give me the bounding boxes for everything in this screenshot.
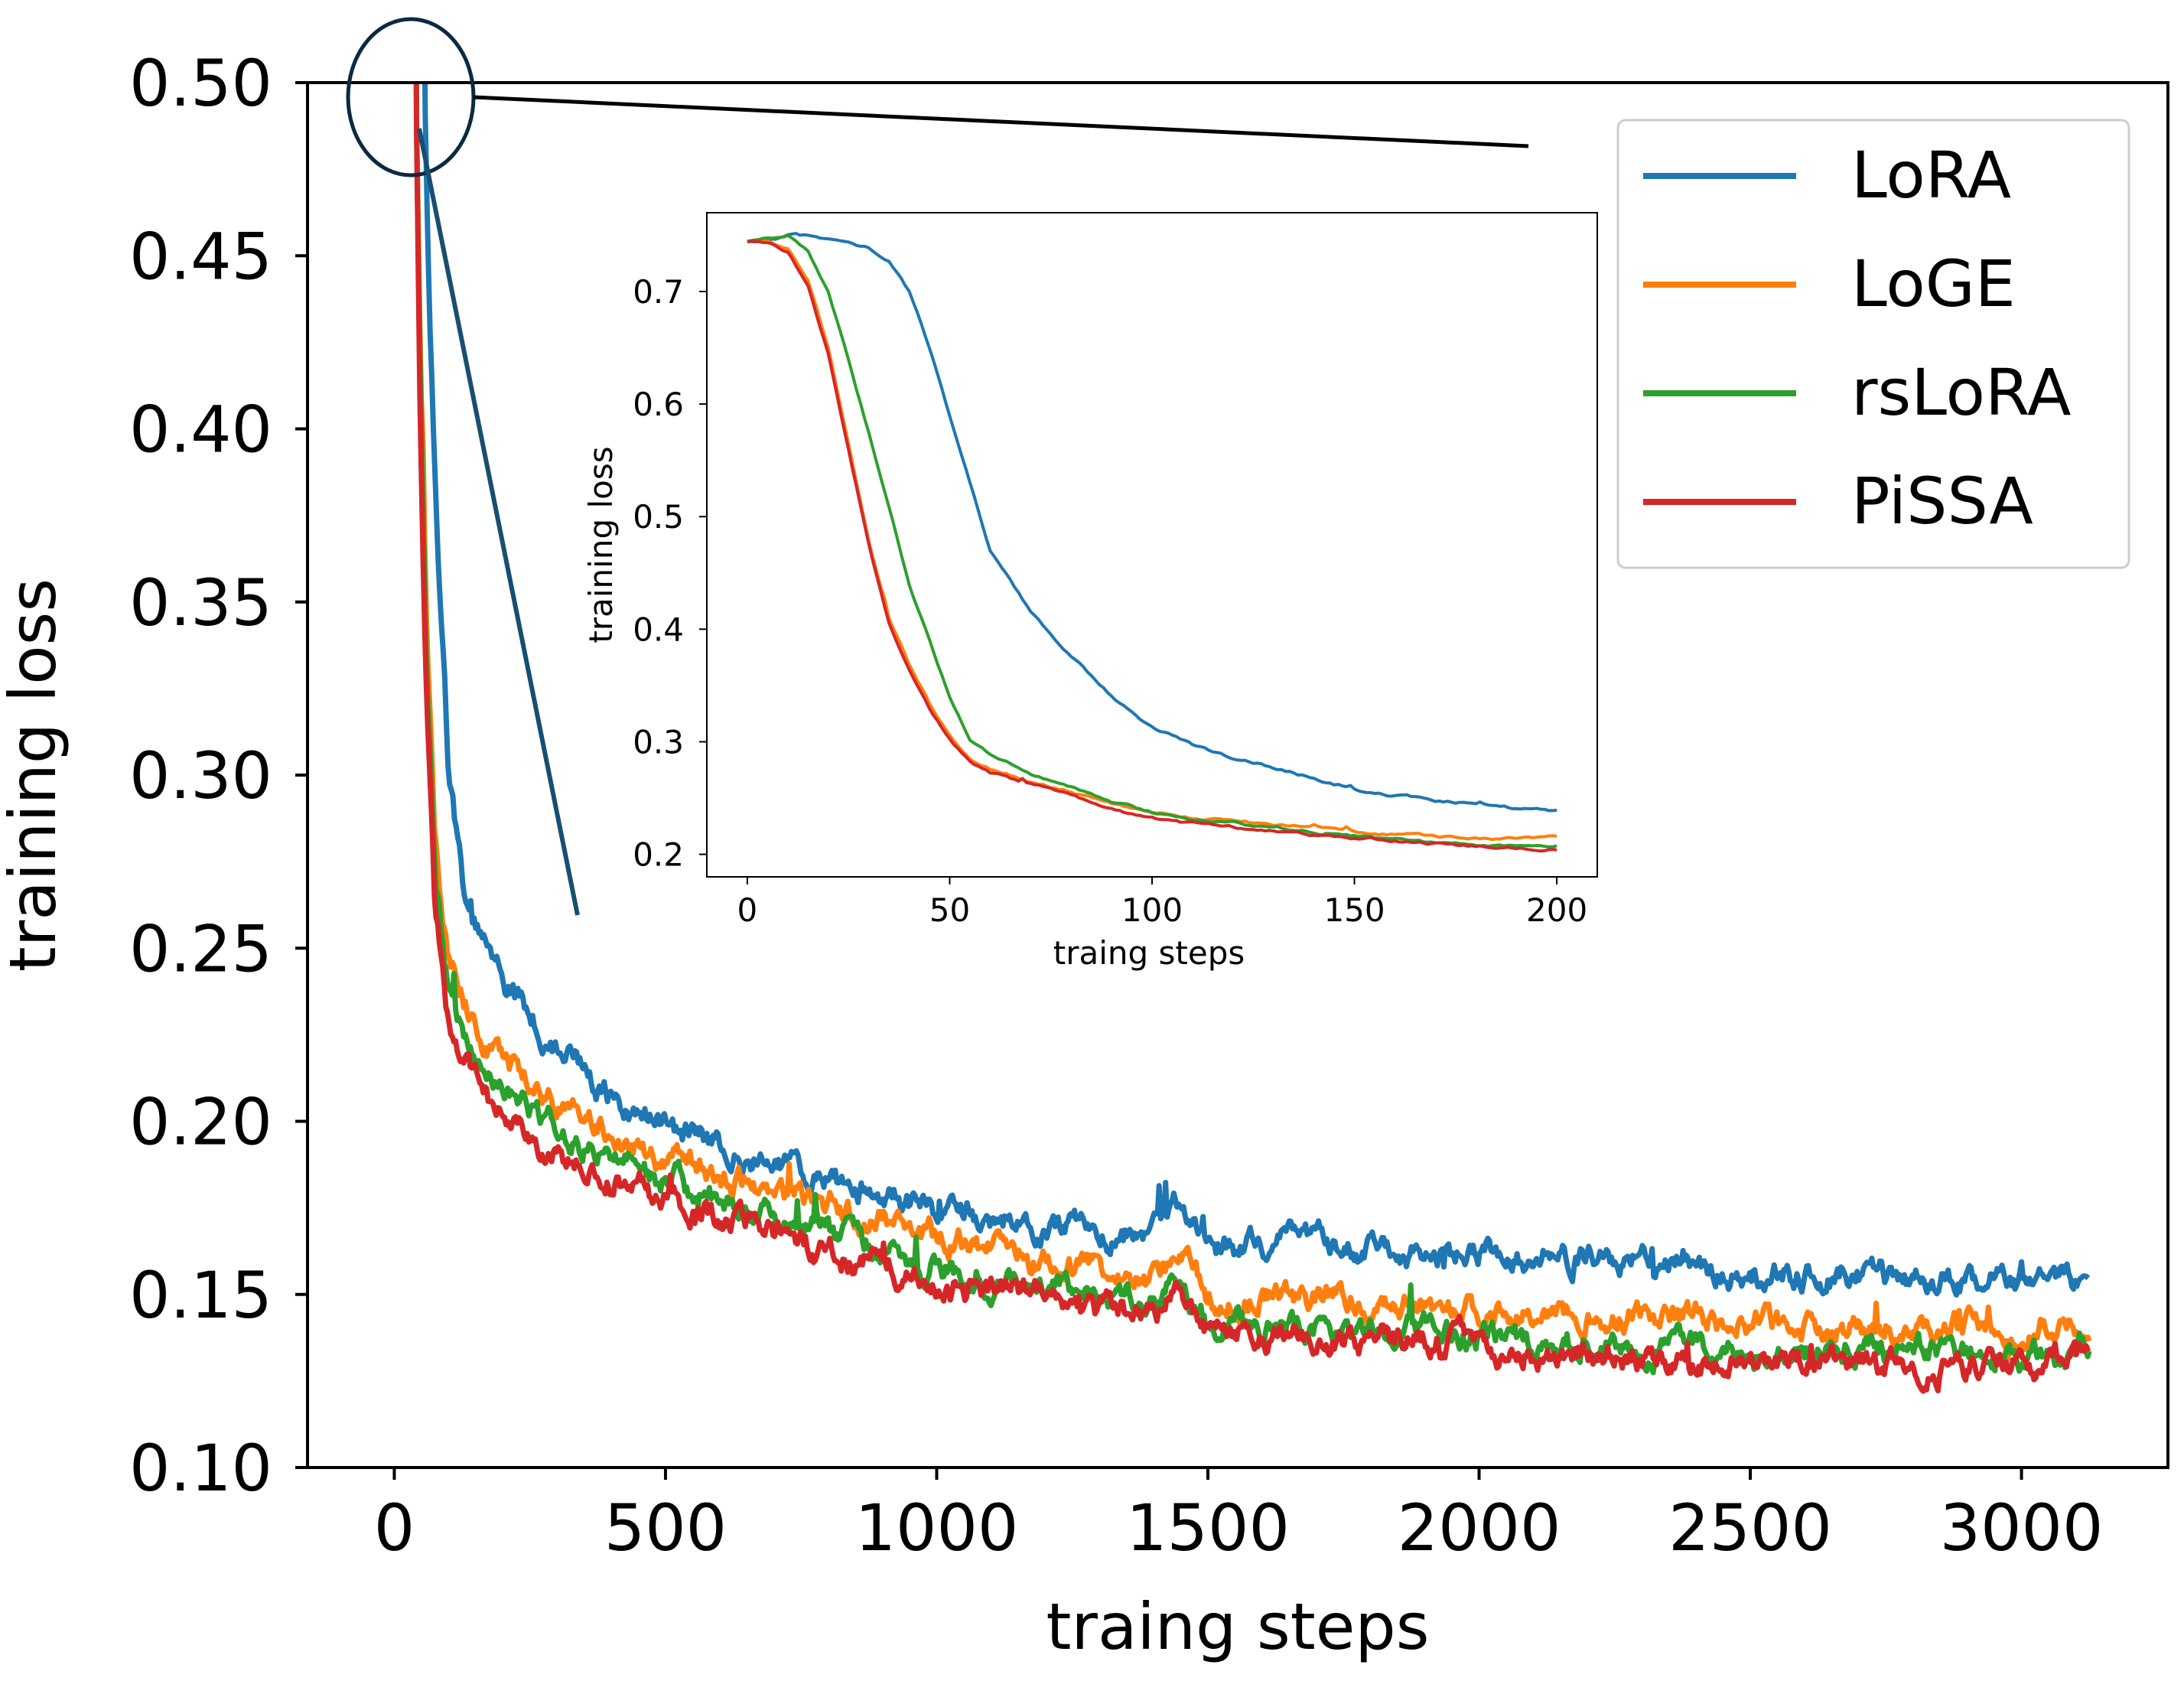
main-x-axis-label: traing steps (1046, 1589, 1429, 1664)
main-x-tick-label-500: 500 (604, 1490, 727, 1565)
main-x-tick-label-1000: 1000 (855, 1490, 1019, 1565)
inset-y-tick-label-0.3: 0.3 (633, 723, 684, 761)
inset-y-axis: 0.2 0.3 0.4 0.5 0.6 0.7 (633, 273, 707, 874)
main-series-pissa (413, 83, 2091, 1394)
zoom-pointer-line (417, 128, 580, 916)
main-y-tick-label-0.40: 0.40 (129, 393, 272, 467)
main-series-lines (413, 83, 2092, 1394)
inset-x-axis-label: traing steps (1053, 934, 1245, 972)
inset-y-tick-label-0.4: 0.4 (633, 611, 684, 648)
inset-y-tick-label-0.2: 0.2 (633, 836, 684, 874)
main-x-tick-label-1500: 1500 (1126, 1490, 1290, 1565)
main-y-tick-label-0.30: 0.30 (129, 738, 272, 813)
legend-entry-pissa: PiSSA (1643, 464, 2033, 539)
main-y-tick-label-0.15: 0.15 (129, 1258, 272, 1333)
legend-label-loge: LoGE (1851, 246, 2016, 321)
main-y-tick-label-0.25: 0.25 (129, 911, 272, 986)
main-x-tick-label-0: 0 (374, 1490, 415, 1565)
main-y-axis-label: training loss (0, 578, 70, 972)
main-x-tick-label-2500: 2500 (1668, 1490, 1832, 1565)
legend: LoRA LoGE rsLoRA PiSSA (1616, 119, 2130, 569)
main-y-tick-label-0.45: 0.45 (129, 219, 272, 294)
legend-label-pissa: PiSSA (1851, 464, 2033, 539)
inset-y-axis-label: training loss (582, 446, 620, 643)
legend-label-rslora: rsLoRA (1851, 355, 2071, 430)
main-y-axis: 0.10 0.15 0.20 0.25 0.30 0.35 0.40 0.45 0.50 (129, 46, 308, 1506)
main-series-lora (422, 83, 2091, 1298)
inset-y-tick-label-0.6: 0.6 (633, 386, 684, 423)
zoom-connector-line (473, 95, 1529, 148)
main-x-tick-label-2000: 2000 (1398, 1490, 1561, 1565)
main-series-loge (413, 83, 2092, 1361)
inset-y-tick-label-0.5: 0.5 (633, 498, 684, 536)
inset-x-tick-label-100: 100 (1121, 891, 1183, 929)
legend-box (1616, 119, 2130, 569)
inset-x-tick-label-0: 0 (737, 891, 758, 929)
inset-background (707, 213, 1597, 877)
inset-plot: 0 50 100 150 200 0.2 0.3 0.4 0.5 0.6 0.7 traing s… (582, 212, 1598, 972)
zoom-marker (346, 17, 1529, 178)
main-y-tick-label-0.20: 0.20 (129, 1085, 272, 1160)
main-y-tick-label-0.35: 0.35 (129, 565, 272, 640)
legend-label-lora: LoRA (1851, 138, 2011, 213)
legend-entry-loge: LoGE (1643, 246, 2016, 321)
inset-x-tick-label-50: 50 (929, 891, 970, 929)
inset-x-axis: 0 50 100 150 200 (737, 877, 1587, 929)
inset-series-lines (747, 232, 1557, 853)
inset-x-tick-label-200: 200 (1526, 891, 1587, 929)
inset-series-pissa (747, 239, 1557, 853)
main-y-tick-label-0.10: 0.10 (129, 1431, 272, 1506)
legend-entry-lora: LoRA (1643, 138, 2011, 213)
inset-series-lora (747, 232, 1557, 813)
main-x-tick-label-3000: 3000 (1940, 1490, 2104, 1565)
main-y-tick-label-0.50: 0.50 (129, 46, 272, 121)
legend-entry-rslora: rsLoRA (1643, 355, 2071, 430)
inset-x-tick-label-150: 150 (1323, 891, 1385, 929)
main-x-axis: 0 500 1000 1500 2000 2500 3000 (374, 1468, 2104, 1565)
inset-y-tick-label-0.7: 0.7 (633, 273, 684, 311)
